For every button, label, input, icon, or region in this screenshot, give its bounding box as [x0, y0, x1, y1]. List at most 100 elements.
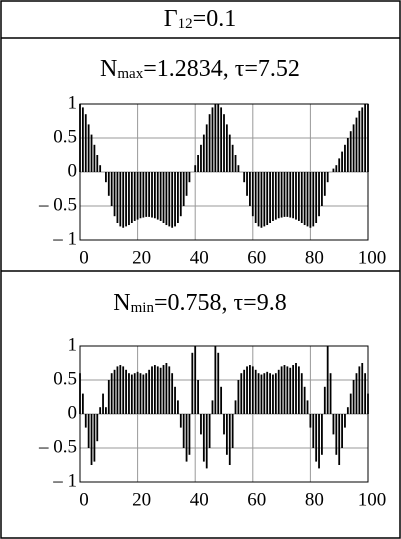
bar — [162, 365, 165, 414]
bar — [254, 172, 257, 223]
x-tick-label: 80 — [305, 247, 324, 268]
bar — [188, 414, 191, 455]
bar — [367, 104, 369, 172]
bar — [231, 414, 234, 448]
bar — [344, 144, 346, 172]
bar — [315, 414, 318, 462]
bar — [335, 414, 338, 455]
bar — [130, 172, 133, 223]
bar — [81, 107, 84, 172]
y-tick-label: 0 — [68, 402, 78, 423]
bar — [332, 168, 335, 172]
bar — [341, 414, 343, 448]
bar — [197, 380, 199, 414]
bar — [292, 365, 295, 414]
bar — [188, 172, 191, 183]
bar — [99, 165, 102, 172]
bar — [364, 373, 367, 414]
bar — [280, 172, 283, 218]
bar — [107, 172, 110, 196]
bar — [289, 172, 292, 218]
bar — [93, 414, 96, 462]
bar — [156, 366, 159, 414]
bar — [243, 172, 246, 183]
bar — [136, 371, 139, 414]
bar — [110, 373, 113, 414]
bar — [113, 172, 116, 217]
y-tick-label: – 1 — [52, 470, 77, 491]
bar — [90, 414, 93, 465]
bar — [122, 172, 125, 228]
bar — [358, 366, 361, 414]
bar — [105, 172, 107, 183]
bar — [292, 172, 295, 219]
bar — [269, 172, 271, 223]
bar — [99, 407, 102, 414]
bar — [243, 369, 246, 414]
bar — [153, 172, 156, 219]
x-tick-label: 60 — [247, 489, 266, 510]
chart-title: Nmax=1.2834, τ=7.52 — [100, 56, 300, 83]
bar — [257, 373, 260, 414]
bar — [286, 366, 289, 414]
bar — [197, 155, 199, 172]
bar — [136, 172, 139, 220]
x-tick-label: 20 — [132, 247, 151, 268]
bar — [185, 172, 188, 196]
bar — [202, 134, 205, 172]
bar — [93, 144, 96, 172]
bar — [355, 117, 358, 172]
bar — [211, 400, 214, 414]
bar — [312, 414, 315, 448]
bar — [200, 144, 202, 172]
bar — [84, 114, 87, 172]
y-tick-label: – 0.5 — [38, 436, 77, 457]
bar — [142, 374, 145, 414]
bar — [128, 373, 130, 414]
bar — [300, 172, 303, 223]
y-tick-label: – 0.5 — [38, 194, 77, 215]
bar — [321, 414, 323, 455]
bar — [300, 373, 303, 414]
bar — [168, 172, 171, 227]
bar — [177, 400, 179, 414]
bar — [119, 172, 122, 227]
bar — [107, 380, 110, 414]
bar — [205, 124, 208, 172]
bar — [367, 393, 369, 414]
bar — [335, 165, 338, 172]
bar — [283, 172, 286, 217]
bar — [289, 367, 292, 414]
bar — [246, 366, 248, 414]
bar — [165, 172, 168, 226]
bar — [251, 366, 254, 414]
bar — [179, 414, 182, 428]
bar — [125, 172, 127, 227]
bar — [142, 172, 145, 218]
bar — [90, 134, 93, 172]
bar — [326, 346, 329, 414]
bar — [179, 172, 182, 217]
bar — [297, 366, 300, 414]
bar — [349, 131, 352, 172]
bar — [329, 373, 332, 414]
bar — [318, 172, 320, 217]
bar — [87, 124, 90, 172]
bar — [96, 155, 99, 172]
x-tick-label: 0 — [79, 489, 89, 510]
bar — [202, 414, 205, 462]
bar — [346, 407, 349, 414]
y-tick-label: 0.5 — [53, 368, 77, 389]
bar — [217, 352, 220, 414]
bar — [272, 374, 274, 414]
bar — [231, 144, 234, 172]
bar — [234, 400, 237, 414]
bar — [240, 373, 243, 414]
bar — [297, 172, 300, 221]
x-tick-label: 80 — [305, 489, 324, 510]
bar — [211, 107, 214, 172]
y-tick-label: 1 — [68, 334, 78, 355]
bar — [266, 371, 269, 414]
bar — [274, 172, 277, 220]
